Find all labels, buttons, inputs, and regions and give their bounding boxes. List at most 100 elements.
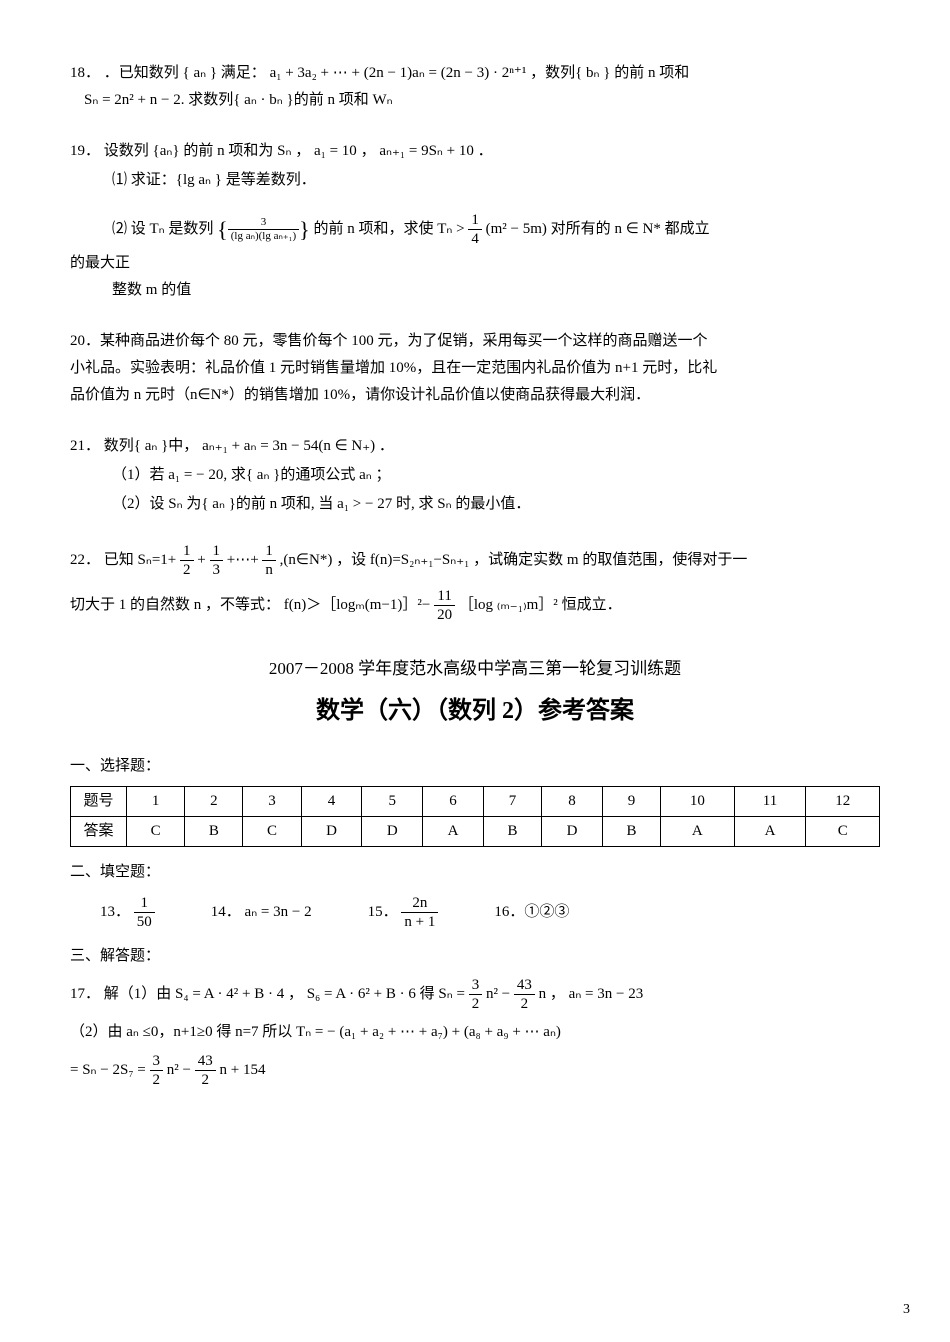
formula: a₁ = − 20, (168, 467, 227, 483)
text: 的取值范围，使得对于一 (582, 552, 747, 568)
text: ， (288, 986, 303, 1002)
fb-16: 16．①②③ (494, 899, 569, 926)
formula: +⋯+ (227, 552, 263, 568)
answers-title: 2007－2008 学年度范水高级中学高三第一轮复习训练题 (70, 654, 880, 685)
fill-blank-row: 13． 150 14． aₙ = 3n − 2 15． 2nn + 1 16．①… (70, 894, 880, 931)
col-num: 6 (423, 787, 484, 817)
text: 得 (420, 986, 435, 1002)
answer-table: 题号 1 2 3 4 5 6 7 8 9 10 11 12 答案 C B C D… (70, 786, 880, 847)
frac-num: 1 (262, 542, 276, 561)
text: 对所有的 (551, 221, 611, 237)
answer-cell: D (542, 817, 603, 847)
answer-17: 17． 解（1）由 S₄ = A · 4² + B · 4 ， S₆ = A ·… (70, 976, 880, 1089)
formula: Sₙ (277, 143, 291, 159)
text: ． (478, 143, 493, 159)
frac-den: 2 (469, 995, 483, 1013)
formula: aₙ = 3n − 2 (245, 904, 312, 920)
frac-den: 3 (210, 561, 224, 579)
formula: n² − (167, 1062, 195, 1078)
text: 为{ (186, 496, 208, 512)
text: ， (550, 986, 565, 1002)
formula: Sₙ=1+ (138, 552, 177, 568)
text: 小礼品。实验表明：礼品价值 1 元时销售量增加 10%，且在一定范围内礼品价值为… (70, 355, 880, 382)
section-2-header: 二、填空题： (70, 859, 880, 886)
fb-num: 13． (100, 904, 130, 920)
formula: m (146, 282, 158, 298)
answer-cell: B (185, 817, 243, 847)
answer-cell: C (806, 817, 880, 847)
text: ； (376, 467, 391, 483)
text: ， (295, 143, 310, 159)
text: 的值 (161, 282, 191, 298)
text: 解（1）由 (104, 986, 172, 1002)
text: ， (361, 143, 376, 159)
answer-cell: A (661, 817, 734, 847)
answer-cell: A (423, 817, 484, 847)
text: 的前 (183, 143, 213, 159)
answer-cell: A (734, 817, 806, 847)
formula: aₙ (359, 467, 372, 483)
text: ⑵ 设 (112, 221, 146, 237)
text: 设数列 (104, 143, 149, 159)
col-num: 1 (127, 787, 185, 817)
formula: aₙ (257, 467, 270, 483)
answers-subtitle: 数学（六）（数列 2）参考答案 (70, 690, 880, 733)
header-label: 题号 (71, 787, 127, 817)
problem-22: 22． 已知 Sₙ=1+ 12 + 13 +⋯+ 1n ,(n∈N*) ，设 f… (70, 542, 880, 624)
frac-den: n + 1 (401, 913, 438, 931)
frac-num: 1 (468, 211, 482, 230)
col-num: 9 (602, 787, 660, 817)
text: 数列{ (104, 438, 141, 454)
text: ，试确定实数 (473, 552, 567, 568)
answer-cell: B (483, 817, 541, 847)
formula: a₁ > − 27 (337, 496, 392, 512)
text: 是数列 (168, 221, 213, 237)
formula: m (567, 552, 579, 568)
frac-den: 2 (195, 1071, 216, 1089)
formula: aₙ₊₁ = 9Sₙ + 10 (379, 143, 474, 159)
frac-den: n (262, 561, 276, 579)
formula: aₙ (145, 438, 158, 454)
formula: f(n)=S₂ₙ₊₁−Sₙ₊₁ (370, 552, 470, 568)
frac-num: 3 (469, 976, 483, 995)
page-number: 3 (903, 1297, 910, 1322)
problem-number: 17． (70, 986, 100, 1002)
formula: a₁ + 3a₂ + ⋯ + (2n − 1)aₙ = (2n − 3) · 2… (270, 65, 527, 81)
answer-cell: C (243, 817, 301, 847)
text: 求数列{ (188, 92, 240, 108)
answer-cell: D (362, 817, 423, 847)
formula: Sₙ = (438, 986, 468, 1002)
table-row: 题号 1 2 3 4 5 6 7 8 9 10 11 12 (71, 787, 880, 817)
text: 已知 (104, 552, 138, 568)
formula: S₄ = A · 4² + B · 4 (175, 986, 284, 1002)
frac-den: (lg aₙ)(lg aₙ₊₁) (228, 230, 299, 243)
formula: Tₙ > (437, 221, 468, 237)
answer-cell: D (301, 817, 362, 847)
text: 的最小值． (455, 496, 530, 512)
text: 项和 (659, 65, 689, 81)
problem-20: 20．某种商品进价每个 80 元，零售价每个 100 元，为了促销，采用每买一个… (70, 328, 880, 409)
formula: aₙ (193, 65, 206, 81)
frac-den: 4 (468, 230, 482, 248)
fb-num: 14． (211, 904, 241, 920)
col-num: 5 (362, 787, 423, 817)
frac-den: 20 (434, 606, 455, 624)
problem-19: 19． 设数列 {aₙ} 的前 n 项和为 Sₙ ， a₁ = 10 ， aₙ₊… (70, 138, 880, 304)
formula: f(n)＞［logₘ(m−1)］²− (284, 597, 431, 613)
formula: n (194, 597, 202, 613)
text: ，设 (336, 552, 370, 568)
problem-number: 21． (70, 438, 100, 454)
text: 项和为 (228, 143, 273, 159)
formula: {aₙ} (153, 143, 180, 159)
formula: n (327, 92, 335, 108)
frac-num: 3 (150, 1052, 164, 1071)
problem-number: 22． (70, 552, 100, 568)
text: 时, 求 (396, 496, 434, 512)
text: }的前 (229, 496, 266, 512)
text: ≤0，n+1≥0 得 n=7 所以 (143, 1024, 293, 1040)
formula: Tₙ = − (a₁ + a₂ + ⋯ + a₇) + (a₈ + a₉ + ⋯… (296, 1024, 561, 1040)
text: 项和 (339, 92, 369, 108)
text: 恒成立． (562, 597, 622, 613)
formula: bₙ (586, 65, 599, 81)
formula: aₙ = 3n − 23 (569, 986, 644, 1002)
